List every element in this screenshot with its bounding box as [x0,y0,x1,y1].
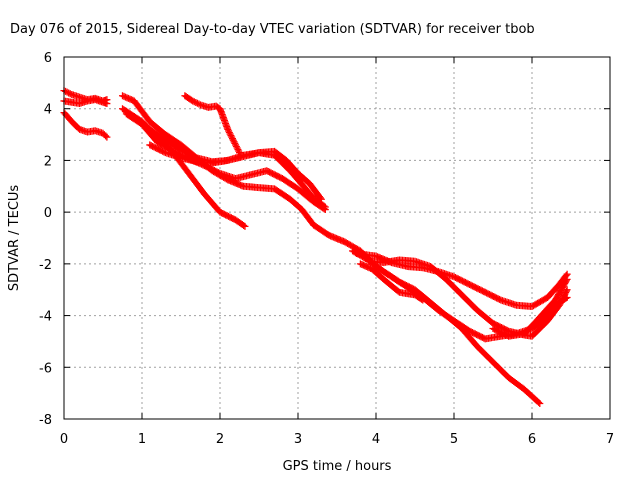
data-point [231,139,239,147]
y-axis-label: SDTVAR / TECUs [7,185,22,292]
y-tick-label: 2 [44,154,52,169]
data-point [232,142,240,150]
plot-frame [63,56,611,420]
data-point [102,132,110,140]
data-point [233,144,241,152]
x-tick-labels: 0 1 2 3 4 5 6 7 [60,432,614,447]
y-tick-label: 4 [44,103,52,118]
x-tick-label: 2 [216,432,224,447]
data-point [418,295,425,303]
y-tick-label: -2 [39,258,52,273]
data-point [103,100,111,108]
data-point [535,398,543,406]
data-point [66,90,74,98]
data-point [321,203,329,211]
data-series [60,87,571,407]
axis-ticks [63,56,611,420]
y-tick-labels: -8 -6 -4 -2 0 2 4 6 [39,51,52,428]
x-tick-label: 4 [372,432,380,447]
data-point [236,149,243,157]
y-tick-label: 0 [44,206,52,221]
data-point [562,287,570,295]
series-arc-9 [181,92,243,157]
x-axis-label: GPS time / hours [283,459,392,474]
chart-title: Day 076 of 2015, Sidereal Day-to-day VTE… [10,22,535,37]
data-point [193,99,201,107]
data-point [241,222,249,230]
data-point [232,141,240,149]
data-point [225,127,233,135]
y-tick-label: -8 [39,413,52,428]
data-point [65,89,73,97]
data-point [235,147,243,155]
data-point [228,135,236,143]
data-point [62,87,70,95]
data-point [228,133,236,141]
x-tick-label: 7 [606,432,614,447]
data-point [419,296,427,304]
data-point [190,98,198,106]
series-arc-3 [60,109,111,141]
x-tick-label: 0 [60,432,68,447]
data-point [563,286,571,294]
data-point [316,194,324,202]
data-point [227,132,235,140]
y-tick-label: -4 [39,310,52,325]
x-tick-label: 1 [138,432,146,447]
series-arc-2 [60,96,111,108]
series-arc-8 [146,141,325,203]
data-point [192,99,200,107]
series-arc-14 [489,275,571,340]
data-point [103,133,111,141]
data-point [63,88,71,96]
data-point [563,275,571,283]
data-point [229,136,237,144]
data-point [189,97,197,105]
x-tick-label: 3 [294,432,302,447]
data-point [234,146,242,154]
data-point [536,399,544,407]
series-arc-13 [356,260,427,304]
data-point [195,100,203,108]
series-arc-4 [119,92,571,343]
data-point [317,195,325,203]
grid-lines [64,57,610,419]
data-point [226,130,234,138]
data-point [225,129,233,137]
y-tick-label: -6 [39,361,52,376]
data-point [562,277,570,285]
data-point [240,221,248,229]
x-tick-label: 5 [450,432,458,447]
x-tick-label: 6 [528,432,536,447]
data-point [320,202,328,210]
data-point [224,125,232,133]
y-tick-label: 6 [44,51,52,66]
series-arc-11 [349,247,544,407]
data-point [230,138,238,146]
